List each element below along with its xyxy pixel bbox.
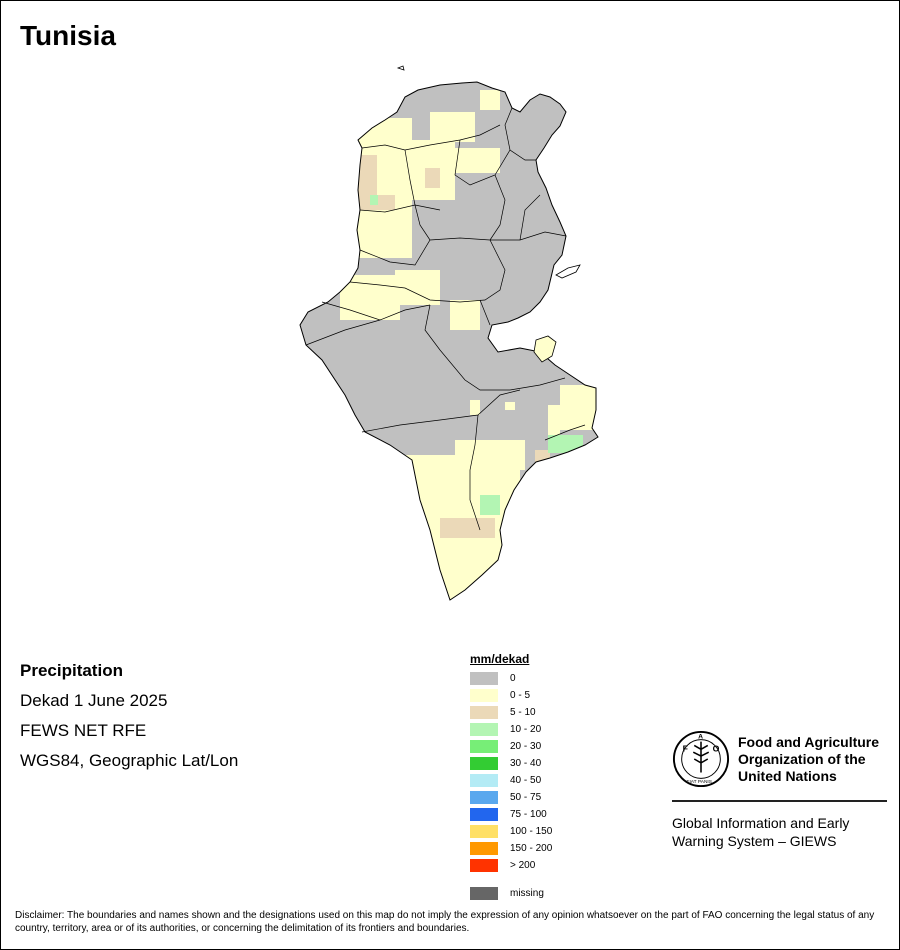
org-name-line-1: Food and Agriculture — [738, 734, 880, 750]
organization-name: Food and Agriculture Organization of the… — [738, 734, 898, 785]
legend-label: 0 — [510, 673, 516, 684]
disclaimer-text: Disclaimer: The boundaries and names sho… — [15, 910, 875, 934]
legend-swatch — [470, 723, 498, 736]
legend-row: 5 - 10 — [470, 704, 552, 721]
legend-label: 0 - 5 — [510, 690, 531, 701]
legend-swatch — [470, 706, 498, 719]
legend-swatch — [470, 740, 498, 753]
period-label: Dekad 1 June 2025 — [20, 691, 168, 710]
legend-row: 100 - 150 — [470, 823, 552, 840]
legend-swatch — [470, 757, 498, 770]
legend-row-missing: missing — [470, 885, 552, 902]
data-source-label: FEWS NET RFE — [20, 721, 147, 740]
legend-row: 0 — [470, 670, 552, 687]
legend-swatch — [470, 791, 498, 804]
legend-label: 5 - 10 — [510, 707, 536, 718]
legend-row: 20 - 30 — [470, 738, 552, 755]
legend-row: 10 - 20 — [470, 721, 552, 738]
legend-swatch — [470, 808, 498, 821]
giews-label: Global Information and Early Warning Sys… — [672, 814, 900, 850]
map-title: Tunisia — [20, 20, 116, 51]
legend-label: 20 - 30 — [510, 741, 542, 752]
org-name-line-2: Organization of the — [738, 751, 866, 767]
fao-logo-letter-a: A — [698, 734, 703, 741]
legend-title: mm/dekad — [470, 652, 530, 666]
legend-label: 100 - 150 — [510, 826, 553, 837]
legend-swatch — [470, 859, 498, 872]
legend-swatch-missing — [470, 887, 498, 900]
legend-swatch — [470, 825, 498, 838]
legend-row: 75 - 100 — [470, 806, 552, 823]
legend-swatch — [470, 774, 498, 787]
legend-row: 0 - 5 — [470, 687, 552, 704]
legend-row: 40 - 50 — [470, 772, 552, 789]
legend-row: 150 - 200 — [470, 840, 552, 857]
giews-line-1: Global Information and Early — [672, 815, 850, 831]
legend-classes: 0 0 - 5 5 - 10 10 - 20 20 - 30 30 - 40 40 - 50… — [470, 670, 552, 874]
precipitation-legend: mm/dekad 0 0 - 5 5 - 10 10 - 20 20 - 30 30 - … — [470, 652, 552, 902]
legend-label: > 200 — [510, 860, 536, 871]
legend-label: 150 - 200 — [510, 843, 553, 854]
legend-row: > 200 — [470, 857, 552, 874]
legend-label-missing: missing — [510, 888, 544, 899]
fao-logo-icon: F A O FIAT PANIS — [672, 730, 730, 788]
legend-label: 10 - 20 — [510, 724, 542, 735]
variable-heading: Precipitation — [20, 661, 123, 680]
fao-logo-motto: FIAT PANIS — [687, 779, 713, 785]
branding-divider — [672, 800, 887, 802]
legend-swatch — [470, 842, 498, 855]
fao-logo-letter-f: F — [683, 743, 688, 753]
fao-logo-letter-o: O — [713, 743, 720, 753]
legend-swatch — [470, 689, 498, 702]
legend-row: 30 - 40 — [470, 755, 552, 772]
legend-label: 50 - 75 — [510, 792, 542, 803]
legend-label: 40 - 50 — [510, 775, 542, 786]
org-name-line-3: United Nations — [738, 768, 837, 784]
projection-label: WGS84, Geographic Lat/Lon — [20, 751, 239, 770]
legend-swatch — [470, 672, 498, 685]
legend-row: 50 - 75 — [470, 789, 552, 806]
tunisia-precipitation-map — [299, 65, 599, 601]
legend-label: 30 - 40 — [510, 758, 542, 769]
giews-line-2: Warning System – GIEWS — [672, 833, 837, 849]
legend-label: 75 - 100 — [510, 809, 547, 820]
map-info: Precipitation Dekad 1 June 2025 FEWS NET… — [20, 656, 238, 776]
